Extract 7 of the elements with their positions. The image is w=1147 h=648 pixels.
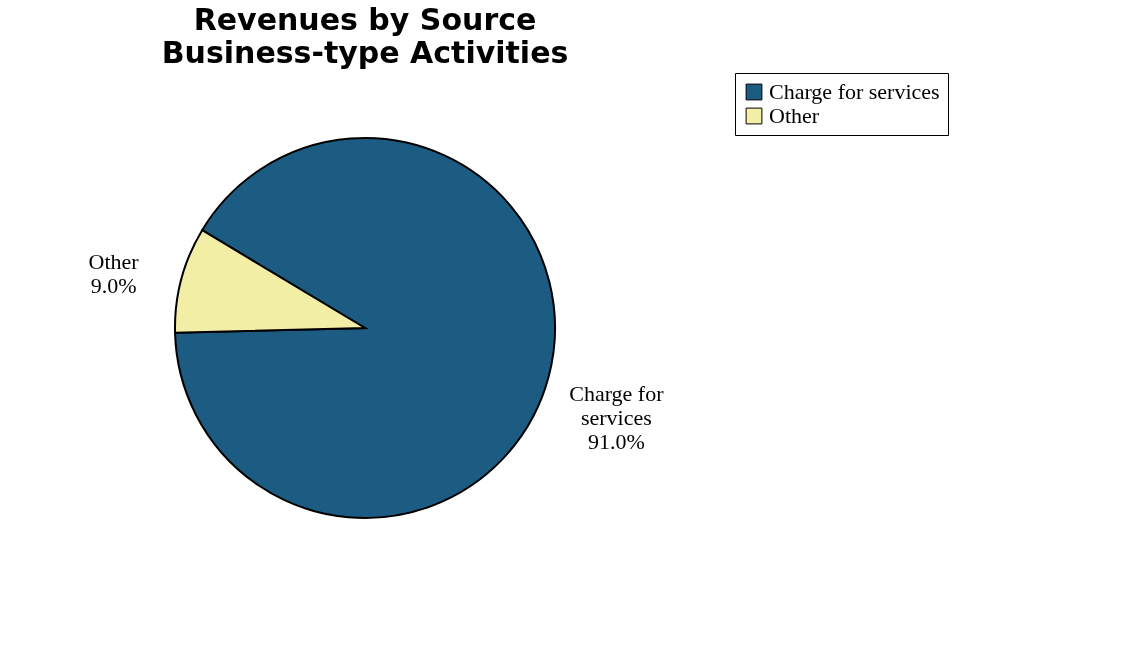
legend-label: Charge for services xyxy=(769,79,940,104)
legend-label: Other xyxy=(769,103,820,128)
data-label: 9.0% xyxy=(90,272,137,298)
data-label: 91.0% xyxy=(587,429,645,455)
slice-label: Other xyxy=(88,248,140,274)
slice-label: Charge for services xyxy=(569,381,665,431)
chart-title: Revenues by Source xyxy=(193,1,537,37)
